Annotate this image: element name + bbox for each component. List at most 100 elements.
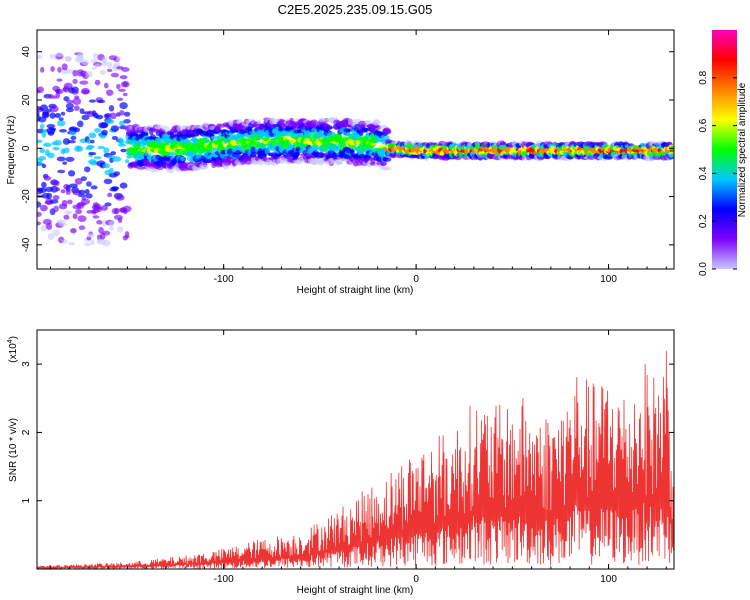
spectrogram-cell <box>92 215 100 219</box>
spectrogram-cell <box>98 227 104 234</box>
spectrogram-cell <box>62 138 70 145</box>
spectrogram-cell <box>122 205 132 213</box>
spectrogram-cell <box>52 195 60 201</box>
spectrogram-cell <box>116 226 124 233</box>
spectrogram-cell <box>120 148 127 153</box>
spectrogram-cell <box>81 114 90 121</box>
spectrogram-cell <box>37 211 42 217</box>
spectrogram-cell <box>117 217 123 223</box>
spectrogram-cell <box>88 152 97 156</box>
spectrogram-cell <box>85 193 93 199</box>
spectrogram-cell <box>102 230 111 236</box>
spectrogram-cell <box>52 229 60 237</box>
spectrogram-cell <box>58 222 68 227</box>
spectrogram-cell <box>57 120 66 127</box>
spectrogram-cell <box>90 185 98 190</box>
spectrogram-cell <box>349 139 356 147</box>
spectrogram-cell <box>310 119 318 126</box>
x-tick-label: 100 <box>600 574 617 585</box>
spectrogram-cell <box>53 205 59 212</box>
spectrogram-cell <box>65 156 75 162</box>
colorbar-tick-label: 0.2 <box>698 214 709 228</box>
spectrogram-cell <box>264 148 271 155</box>
colorbar-tick-label: 0.6 <box>698 118 709 132</box>
spectrogram-cell <box>90 139 95 144</box>
snr-plot-area <box>37 330 674 569</box>
colorbar-tick-label: 0.0 <box>698 262 709 276</box>
snr-series-line <box>37 350 674 569</box>
spectrogram-cell <box>55 88 64 95</box>
spectrogram-cell <box>103 147 110 154</box>
spectrogram-cell <box>64 210 73 215</box>
spectrogram-frame <box>36 29 675 270</box>
spectrogram-cell <box>77 215 87 223</box>
spectrogram-cell <box>123 111 131 117</box>
spectrogram-cell <box>124 235 130 239</box>
spectrogram-cell <box>109 167 114 175</box>
y-tick-label: 1 <box>21 497 32 503</box>
spectrogram-cell <box>70 135 77 141</box>
snr-x-ticks: -100 0 100 <box>49 330 667 585</box>
spectrogram-cell <box>37 54 43 59</box>
spectrogram-cell <box>115 194 125 201</box>
spectrogram-cell <box>61 199 68 207</box>
spectrogram-cell <box>160 125 170 132</box>
spectrogram-cell <box>46 192 53 200</box>
spectrogram-cell <box>81 59 90 66</box>
spectrogram-cell <box>86 144 95 149</box>
spectrogram-cell <box>78 189 86 195</box>
y-tick-label: 0 <box>21 145 32 151</box>
spectrogram-cell <box>71 90 79 95</box>
spectrogram-cell <box>83 242 91 247</box>
y-tick-label: -40 <box>21 237 32 252</box>
spectrogram-cell <box>112 156 122 162</box>
spectrogram-cell <box>84 166 91 173</box>
spectrogram-cell <box>57 169 66 174</box>
snr-scale-exponent: 4 <box>7 339 14 343</box>
spectrogram-cell <box>100 122 109 128</box>
spectrogram-cell <box>94 127 102 133</box>
spectrogram-cell <box>201 165 209 169</box>
spectrogram-cell <box>104 202 112 207</box>
spectrogram-panel: -100 0 100 -40 -20 0 20 40 Height of straight … <box>6 29 675 296</box>
snr-panel: -100 0 100 1 2 3 Height of straight line (km… <box>7 329 675 596</box>
spectrogram-cell <box>119 110 125 116</box>
spectrogram-cell <box>106 68 113 72</box>
spectrogram-cell <box>110 151 116 156</box>
spectrogram-cell <box>116 55 121 62</box>
spectrogram-cell <box>101 239 111 247</box>
spectrogram-cell <box>117 143 127 147</box>
spectrogram-x-label: Height of straight line (km) <box>297 285 414 296</box>
colorbar: 0.0 0.2 0.4 0.6 0.8 Normalized spectral ampl… <box>698 30 748 276</box>
spectrogram-cell <box>89 160 99 166</box>
spectrogram-cell <box>96 99 106 104</box>
spectrogram-cell <box>39 104 49 112</box>
spectrogram-cell <box>110 186 120 190</box>
spectrogram-cell <box>121 67 130 72</box>
spectrogram-cell <box>123 92 128 97</box>
y-tick-label: 3 <box>21 361 32 367</box>
spectrogram-cell <box>382 157 392 162</box>
spectrogram-cell <box>119 120 125 126</box>
spectrogram-cell <box>51 95 57 99</box>
spectrogram-cell <box>247 128 253 136</box>
y-tick-label: -20 <box>21 189 32 204</box>
spectrogram-cell <box>124 159 130 164</box>
spectrogram-cell <box>282 139 290 143</box>
spectrogram-cell <box>68 170 76 177</box>
spectrogram-cell <box>337 160 344 165</box>
spectrogram-cell <box>102 163 111 169</box>
spectrogram-cell <box>53 139 62 146</box>
spectrogram-cell <box>43 142 52 147</box>
spectrogram-cell <box>101 60 108 67</box>
x-tick-label: 0 <box>413 274 419 285</box>
spectrogram-cell <box>349 148 355 153</box>
spectrogram-cell <box>326 125 334 130</box>
spectrogram-cell <box>46 124 56 129</box>
spectrogram-cell <box>124 231 130 237</box>
spectrogram-cell <box>96 206 103 212</box>
spectrogram-cell <box>59 129 67 133</box>
spectrogram-cell <box>65 188 71 195</box>
spectrogram-cell <box>109 112 117 120</box>
